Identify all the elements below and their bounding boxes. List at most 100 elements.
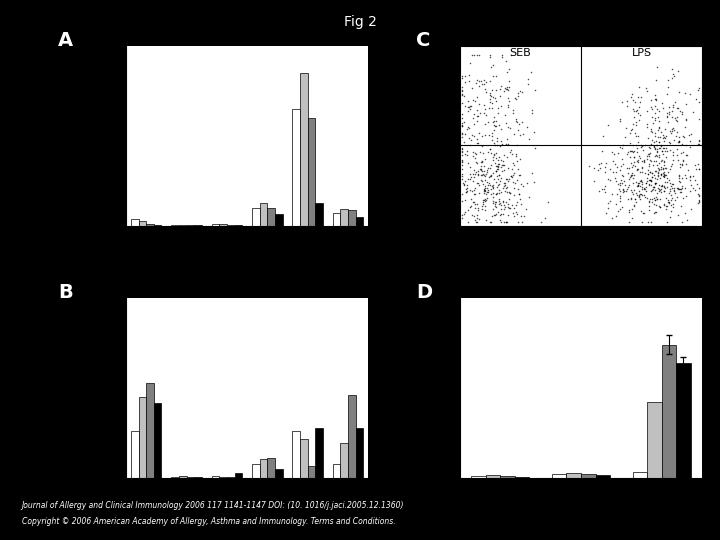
- Point: [683, 165, 694, 174]
- Point: [626, 90, 637, 98]
- Point: [651, 174, 662, 183]
- Point: [648, 193, 660, 202]
- Point: [476, 79, 487, 88]
- Bar: [267, 458, 275, 478]
- Point: [462, 184, 473, 193]
- Point: [490, 117, 502, 125]
- Point: [514, 171, 526, 179]
- Point: [468, 109, 480, 118]
- Point: [502, 164, 513, 173]
- Point: [636, 163, 647, 172]
- Point: [480, 111, 492, 119]
- Point: [680, 160, 692, 169]
- Y-axis label: IL-2: IL-2: [447, 126, 457, 146]
- Point: [623, 174, 634, 183]
- Point: [631, 180, 643, 189]
- Point: [670, 132, 682, 141]
- Point: [477, 180, 489, 188]
- Point: [478, 186, 490, 194]
- Text: B: B: [58, 284, 73, 302]
- Point: [456, 146, 468, 155]
- Point: [652, 172, 663, 181]
- Bar: [252, 464, 259, 478]
- Point: [651, 105, 662, 113]
- Point: [492, 188, 503, 197]
- Point: [645, 157, 657, 165]
- Point: [646, 168, 657, 177]
- Point: [505, 189, 516, 198]
- Point: [679, 184, 690, 193]
- Point: [649, 116, 660, 125]
- Point: [487, 181, 498, 190]
- Point: [632, 131, 644, 140]
- Point: [663, 103, 675, 111]
- Point: [513, 92, 524, 101]
- Point: [693, 198, 704, 206]
- Point: [456, 197, 468, 206]
- Point: [641, 177, 652, 186]
- Point: [470, 218, 482, 227]
- Point: [493, 171, 505, 180]
- Point: [461, 125, 472, 134]
- Point: [595, 164, 606, 173]
- Point: [504, 124, 516, 132]
- Bar: [340, 209, 348, 226]
- Point: [476, 201, 487, 210]
- Point: [508, 130, 520, 138]
- Point: [467, 96, 478, 105]
- Point: [667, 150, 678, 159]
- Point: [644, 205, 655, 214]
- Point: [467, 177, 479, 185]
- Point: [490, 189, 502, 198]
- Point: [498, 197, 509, 206]
- Point: [638, 209, 649, 218]
- Point: [502, 139, 513, 148]
- Point: [596, 146, 608, 155]
- Point: [593, 187, 605, 195]
- Point: [639, 158, 650, 166]
- Point: [508, 203, 520, 212]
- Point: [667, 124, 679, 133]
- Point: [490, 178, 501, 186]
- Point: [634, 194, 646, 203]
- Point: [515, 194, 526, 203]
- Point: [466, 194, 477, 203]
- Point: [489, 122, 500, 131]
- Point: [670, 113, 681, 122]
- Bar: [567, 473, 581, 478]
- Point: [490, 148, 501, 157]
- Point: [465, 172, 477, 181]
- Point: [655, 163, 667, 172]
- Point: [675, 148, 687, 157]
- Point: [624, 173, 636, 181]
- Point: [474, 82, 485, 90]
- Point: [498, 87, 509, 96]
- Point: [688, 184, 699, 192]
- Point: [492, 134, 503, 143]
- Point: [675, 188, 687, 197]
- Point: [693, 139, 704, 148]
- Point: [672, 156, 683, 164]
- Bar: [307, 466, 315, 478]
- Point: [513, 171, 525, 179]
- Point: [663, 188, 675, 197]
- Point: [492, 172, 503, 180]
- Point: [502, 200, 513, 208]
- Point: [523, 134, 535, 143]
- Point: [650, 179, 662, 187]
- Point: [651, 160, 662, 169]
- Point: [664, 165, 675, 174]
- Point: [626, 171, 637, 179]
- Point: [658, 199, 670, 208]
- Point: [662, 83, 673, 92]
- Point: [678, 156, 689, 164]
- Point: [464, 58, 476, 67]
- Point: [649, 195, 660, 204]
- Point: [675, 185, 687, 193]
- Point: [498, 200, 510, 209]
- Point: [649, 174, 661, 183]
- Point: [665, 206, 677, 215]
- Point: [462, 174, 473, 183]
- Point: [472, 139, 483, 147]
- Point: [642, 170, 653, 179]
